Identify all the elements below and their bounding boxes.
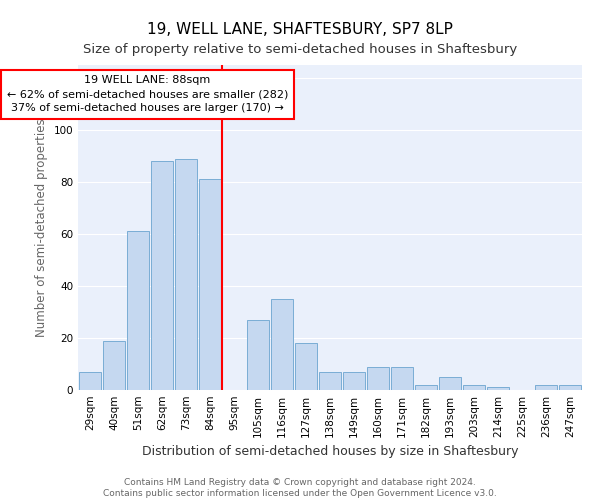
Bar xyxy=(319,372,341,390)
Bar xyxy=(415,385,437,390)
Bar xyxy=(391,366,413,390)
Bar xyxy=(559,385,581,390)
Bar xyxy=(295,343,317,390)
Bar xyxy=(343,372,365,390)
Text: 19, WELL LANE, SHAFTESBURY, SP7 8LP: 19, WELL LANE, SHAFTESBURY, SP7 8LP xyxy=(147,22,453,38)
Text: 19 WELL LANE: 88sqm
← 62% of semi-detached houses are smaller (282)
37% of semi-: 19 WELL LANE: 88sqm ← 62% of semi-detach… xyxy=(7,76,288,114)
Bar xyxy=(127,232,149,390)
Bar xyxy=(271,299,293,390)
Bar xyxy=(487,388,509,390)
X-axis label: Distribution of semi-detached houses by size in Shaftesbury: Distribution of semi-detached houses by … xyxy=(142,446,518,458)
Bar xyxy=(367,366,389,390)
Bar xyxy=(199,180,221,390)
Text: Contains HM Land Registry data © Crown copyright and database right 2024.
Contai: Contains HM Land Registry data © Crown c… xyxy=(103,478,497,498)
Bar xyxy=(103,340,125,390)
Bar xyxy=(79,372,101,390)
Text: Size of property relative to semi-detached houses in Shaftesbury: Size of property relative to semi-detach… xyxy=(83,42,517,56)
Bar xyxy=(247,320,269,390)
Bar xyxy=(439,377,461,390)
Bar xyxy=(463,385,485,390)
Bar xyxy=(175,158,197,390)
Bar xyxy=(151,161,173,390)
Bar xyxy=(535,385,557,390)
Y-axis label: Number of semi-detached properties: Number of semi-detached properties xyxy=(35,118,48,337)
